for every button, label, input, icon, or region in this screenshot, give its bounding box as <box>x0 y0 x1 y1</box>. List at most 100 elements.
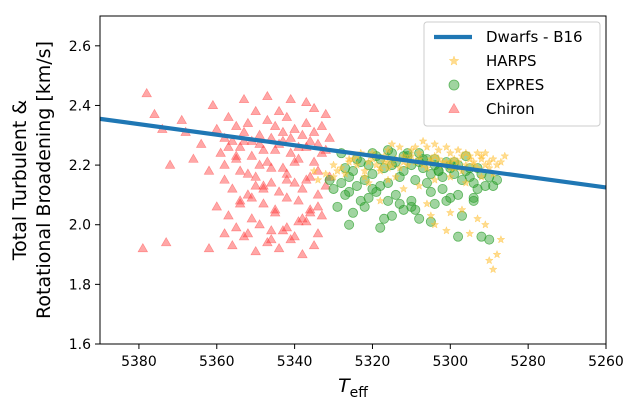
chiron-point <box>195 138 207 148</box>
expres-point <box>484 234 495 245</box>
harps-point <box>496 234 506 244</box>
legend-label: EXPRES <box>486 76 544 94</box>
chiron-point <box>246 213 258 223</box>
dwarfs-b16-line <box>100 116 606 190</box>
harps-point <box>329 160 339 169</box>
chiron-point <box>203 242 215 253</box>
harps-point <box>441 225 451 235</box>
chiron-point <box>254 138 265 148</box>
x-tick-label: 5340 <box>277 354 313 370</box>
chiron-point <box>308 239 320 250</box>
expres-point <box>367 183 378 194</box>
harps-point <box>500 151 510 160</box>
chiron-point <box>234 141 246 151</box>
chiron-point <box>262 114 273 124</box>
harps-point <box>352 160 362 169</box>
chiron-point <box>308 126 320 136</box>
harps-point <box>375 166 385 175</box>
chiron-point <box>269 204 281 214</box>
chiron-point <box>246 150 258 160</box>
harps-point <box>492 249 502 259</box>
legend-box <box>423 21 601 127</box>
harps-point <box>321 169 331 178</box>
legend-harps-swatch <box>448 55 460 66</box>
chiron-point <box>238 93 250 104</box>
harps-point <box>473 148 483 157</box>
harps-point <box>465 151 475 160</box>
chiron-point <box>304 204 316 214</box>
expres-point <box>468 177 479 188</box>
chiron-point <box>223 210 234 220</box>
harps-point <box>434 145 444 154</box>
chiron-point <box>254 129 265 139</box>
harps-point <box>430 139 440 149</box>
x-tick-label: 5360 <box>199 354 235 370</box>
harps-point <box>473 214 483 223</box>
chiron-point <box>293 195 304 205</box>
expres-point <box>383 195 394 206</box>
harps-point <box>375 196 385 205</box>
expres-point <box>394 198 405 209</box>
chiron-point <box>250 245 261 256</box>
harps-point <box>480 220 490 229</box>
harps-point <box>476 154 486 163</box>
harps-point <box>383 175 393 184</box>
legend-label: HARPS <box>486 52 537 70</box>
chiron-point <box>324 132 335 142</box>
chiron-point <box>281 168 293 178</box>
chiron-point <box>141 87 152 98</box>
chiron-point <box>265 162 277 172</box>
harps-point <box>344 154 354 163</box>
chiron-point <box>238 231 250 241</box>
y-tick-label: 2.2 <box>69 158 91 174</box>
harps-point <box>480 148 490 157</box>
chiron-point <box>234 195 246 205</box>
harps-point <box>391 172 401 181</box>
harps-point <box>414 181 424 190</box>
chiron-point <box>316 147 328 157</box>
harps-point <box>476 172 486 181</box>
chiron-point <box>223 111 234 121</box>
harps-point <box>453 145 463 154</box>
chiron-point <box>320 180 332 190</box>
expres-point <box>445 192 456 203</box>
y-axis-label-line1: Total Turbulent & <box>9 100 31 262</box>
expres-point <box>453 231 464 242</box>
chiron-point <box>262 237 273 247</box>
chiron-point <box>304 207 316 217</box>
chiron-point <box>227 239 238 250</box>
x-tick-label: 5280 <box>510 354 546 370</box>
chiron-point <box>277 126 289 136</box>
chiron-point <box>265 225 277 235</box>
harps-point <box>414 148 424 157</box>
chiron-point <box>281 222 293 232</box>
chiron-point <box>301 117 312 127</box>
chiron-point <box>308 156 320 166</box>
chiron-point <box>285 132 296 142</box>
x-axis-label: Teff <box>338 375 368 401</box>
chiron-point <box>160 237 172 247</box>
chiron-point <box>262 156 273 166</box>
expres-point <box>367 169 378 180</box>
chiron-point <box>320 108 332 118</box>
chiron-point <box>285 234 296 244</box>
chiron-point <box>277 162 289 172</box>
chiron-point <box>301 96 312 107</box>
chiron-point <box>273 186 285 196</box>
chiron-point <box>265 177 277 187</box>
chiron-point <box>281 174 293 184</box>
expres-point <box>386 210 397 221</box>
expres-point <box>344 186 355 197</box>
chiron-point <box>312 189 324 199</box>
harps-point <box>387 139 397 149</box>
y-tick-label: 2.6 <box>69 39 91 55</box>
expres-point <box>492 174 503 185</box>
y-tick-label: 1.8 <box>69 277 91 293</box>
chiron-point <box>316 210 328 220</box>
chiron-point <box>211 123 223 133</box>
expres-point <box>347 207 358 218</box>
legend-expres-swatch <box>448 79 460 91</box>
axis-ticks-layer: 5380 5360 5340 5320 5300 5280 5260 1.6 1.8 2.0 2.2… <box>69 39 624 370</box>
chiron-point <box>246 192 258 202</box>
